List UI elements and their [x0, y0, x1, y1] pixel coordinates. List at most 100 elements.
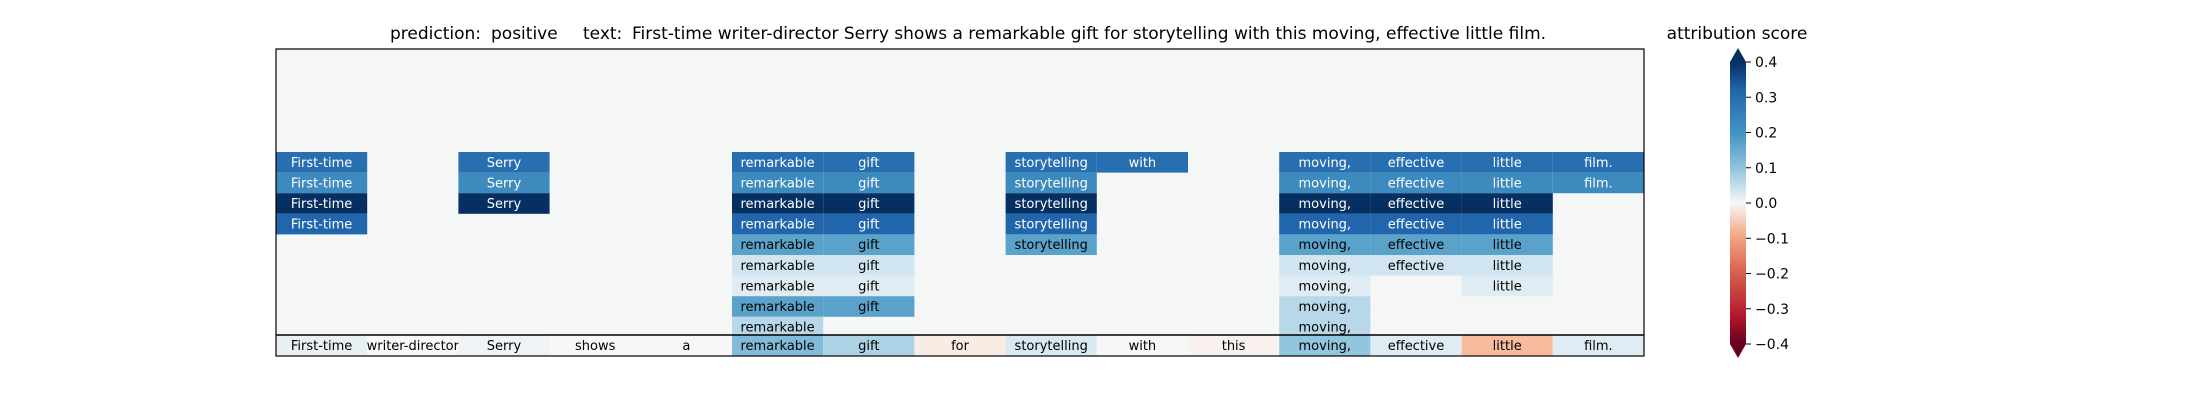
heatmap-cell-label: effective: [1388, 176, 1445, 191]
heatmap-cell: [1370, 193, 1462, 214]
prediction-value: positive: [491, 24, 558, 44]
heatmap-cell-label: gift: [858, 279, 879, 294]
token-label: shows: [575, 339, 616, 354]
token-label: writer-director: [367, 339, 460, 354]
heatmap-cell-label: storytelling: [1015, 197, 1088, 212]
heatmap-cell-label: Serry: [487, 176, 522, 191]
heatmap-cell-label: Serry: [487, 197, 522, 212]
heatmap-cell: [732, 296, 824, 317]
heatmap-cell-label: storytelling: [1015, 156, 1088, 171]
heatmap-cell: [732, 193, 824, 214]
heatmap-cell: [732, 255, 824, 276]
heatmap-cell: [1005, 152, 1097, 173]
token-label: remarkable: [741, 339, 815, 354]
heatmap-cell: [1552, 152, 1644, 173]
heatmap-cell-label: remarkable: [741, 156, 815, 171]
colorbar-title: attribution score: [1667, 24, 1808, 44]
token-cell: [1096, 335, 1188, 356]
heatmap-cell: [1279, 234, 1371, 255]
heatmap-cell: [1461, 234, 1553, 255]
heatmap-cell: [823, 172, 915, 194]
heatmap-cell: [823, 296, 915, 317]
token-label: moving,: [1299, 339, 1352, 354]
heatmap-cell-label: little: [1493, 156, 1522, 171]
heatmap-cell: [276, 172, 368, 194]
colorbar-upper-extend: [1730, 48, 1746, 62]
token-label: for: [951, 339, 970, 354]
token-label: gift: [858, 339, 879, 354]
heatmap-cell-label: gift: [858, 176, 879, 191]
heatmap-cell: [1552, 172, 1644, 194]
heatmap-cell: [823, 193, 915, 214]
heatmap-cell: [1461, 255, 1553, 276]
token-label: First-time: [291, 339, 352, 354]
colorbar-tick-label: 0.0: [1755, 196, 1777, 212]
heatmap-cell-label: remarkable: [741, 300, 815, 315]
heatmap-cell: [1005, 172, 1097, 194]
token-cell: [1370, 335, 1462, 356]
colorbar-lower-extend: [1730, 344, 1746, 358]
text-label: text:: [583, 24, 622, 44]
heatmap-cell-label: moving,: [1299, 238, 1352, 253]
heatmap-cell-label: moving,: [1299, 279, 1352, 294]
heatmap-cell: [1461, 213, 1553, 235]
heatmap-cell: [276, 152, 368, 173]
heatmap-cell: [1279, 152, 1371, 173]
heatmap-cell: [1461, 152, 1553, 173]
chart-title: prediction: positive text: First-time wr…: [390, 24, 1546, 44]
token-label: a: [682, 339, 690, 354]
heatmap-cell: [1370, 255, 1462, 276]
token-cell: [732, 335, 824, 356]
heatmap-cell: [1005, 234, 1097, 255]
heatmap-cell-label: remarkable: [741, 321, 815, 336]
heatmap-cell-label: effective: [1388, 259, 1445, 274]
heatmap-cell-label: little: [1493, 238, 1522, 253]
heatmap-cell: [1461, 172, 1553, 194]
heatmap-cell-label: gift: [858, 218, 879, 233]
heatmap-cell: [1279, 275, 1371, 297]
heatmap-cell: [1279, 172, 1371, 194]
prediction-label: prediction:: [390, 24, 481, 44]
colorbar-tick-label: −0.1: [1755, 231, 1789, 247]
heatmap-cell-label: storytelling: [1015, 238, 1088, 253]
heatmap-cell: [823, 234, 915, 255]
token-cell: [458, 335, 550, 356]
token-label: little: [1493, 339, 1522, 354]
heatmap-cell: [1096, 152, 1188, 173]
heatmap-cell: [732, 152, 824, 173]
heatmap-cell: [458, 152, 550, 173]
heatmap-cell-label: First-time: [291, 176, 352, 191]
heatmap-cell-label: moving,: [1299, 300, 1352, 315]
heatmap-cell-label: gift: [858, 197, 879, 212]
colorbar: attribution score 0.4 0.3 0.2 0.1 0.0 −0.1 −0.…: [1667, 24, 1808, 358]
heatmap-cell: [1370, 213, 1462, 235]
heatmap-cell-label: remarkable: [741, 259, 815, 274]
heatmap-cell-label: effective: [1388, 238, 1445, 253]
heatmap-cell: [732, 316, 824, 338]
heatmap-cell: [1279, 213, 1371, 235]
heatmap-cell-label: Serry: [487, 156, 522, 171]
heatmap-cell: [1370, 152, 1462, 173]
heatmap-cell-label: moving,: [1299, 156, 1352, 171]
token-cell: [1461, 335, 1553, 356]
colorbar-ticks: 0.4 0.3 0.2 0.1 0.0 −0.1 −0.2 −0.3 −0.4: [1746, 55, 1789, 353]
heatmap-cell-label: storytelling: [1015, 176, 1088, 191]
heatmap-cell: [732, 275, 824, 297]
heatmap-cell-label: little: [1493, 218, 1522, 233]
heatmap-cell-label: moving,: [1299, 259, 1352, 274]
heatmap-cell-label: effective: [1388, 156, 1445, 171]
heatmap-cell-label: remarkable: [741, 238, 815, 253]
colorbar-tick-label: −0.2: [1755, 267, 1789, 283]
heatmap-cell: [823, 255, 915, 276]
token-label: effective: [1388, 339, 1445, 354]
token-cell: [1005, 335, 1097, 356]
heatmap-cell: [1279, 193, 1371, 214]
heatmap-cell-label: gift: [858, 259, 879, 274]
token-cell: [1552, 335, 1644, 356]
heatmap-cell-label: remarkable: [741, 218, 815, 233]
token-cell: [276, 335, 368, 356]
heatmap-cell-label: moving,: [1299, 197, 1352, 212]
token-cell: [823, 335, 915, 356]
colorbar-tick-label: 0.4: [1755, 55, 1777, 71]
heatmap-cell-label: little: [1493, 279, 1522, 294]
